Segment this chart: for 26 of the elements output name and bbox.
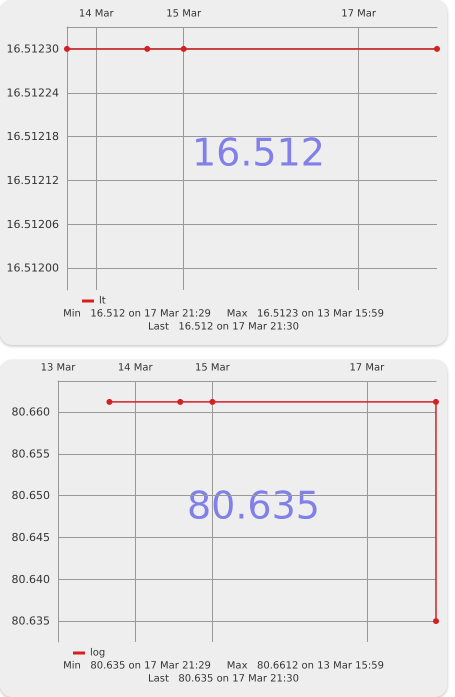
x-tick-label: 14 Mar — [78, 8, 114, 20]
y-tick-label: 16.51206 — [6, 218, 59, 231]
x-tick-label: 17 Mar — [341, 8, 377, 20]
legend-label: log — [90, 648, 106, 658]
x-tick-label: 15 Mar — [166, 8, 202, 20]
annotation: 16.512 — [192, 130, 325, 174]
x-tick-label: 15 Mar — [195, 362, 231, 374]
legend-label: lt — [99, 296, 106, 306]
y-tick-label: 80.635 — [12, 614, 50, 628]
y-tick-label: 80.645 — [12, 530, 50, 544]
y-tick-label: 80.660 — [12, 405, 50, 418]
text: Last 80.635 on 17 Mar 21:30 — [148, 674, 299, 684]
x-tick-label: 13 Mar — [40, 362, 76, 374]
text: Min 80.635 on 17 Mar 21:29 Max 80.6612 on 13 Mar 15:59 — [63, 660, 384, 672]
text: Min 16.512 on 17 Mar 21:29 Max 16.5123 on 13 Mar 15:59 — [63, 308, 384, 320]
x-tick-label: 14 Mar — [118, 362, 154, 374]
y-tick-label: 16.51230 — [6, 42, 59, 56]
y-tick-label: 80.640 — [12, 572, 50, 586]
y-tick-label: 16.51212 — [6, 174, 59, 187]
x-tick-label: 17 Mar — [349, 362, 386, 374]
y-tick-label: 80.655 — [12, 447, 50, 460]
text: Last 16.512 on 17 Mar 21:30 — [148, 322, 299, 332]
y-tick-label: 80.650 — [12, 489, 50, 502]
y-tick-label: 16.51224 — [6, 86, 59, 100]
y-tick-label: 16.51200 — [6, 262, 59, 275]
y-tick-label: 16.51218 — [6, 130, 59, 144]
